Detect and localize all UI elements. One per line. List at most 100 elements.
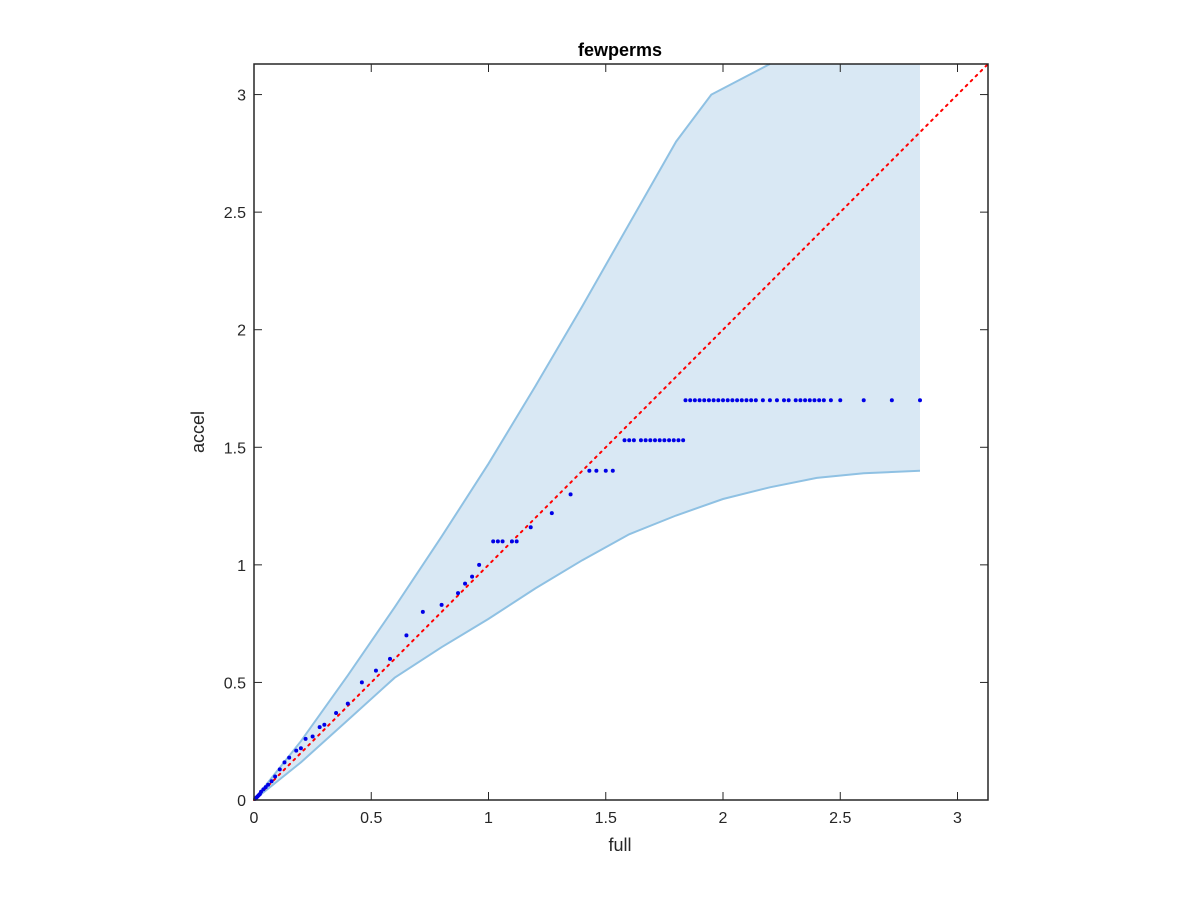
data-point: [477, 562, 482, 567]
data-point: [812, 398, 817, 403]
data-points: [253, 398, 922, 801]
y-tick-label: 0: [237, 793, 246, 810]
data-point: [917, 398, 922, 403]
data-point: [294, 748, 299, 753]
data-point: [760, 398, 765, 403]
data-point: [495, 539, 500, 544]
y-tick-label: 2: [237, 323, 246, 340]
data-point: [735, 398, 740, 403]
data-point: [861, 398, 866, 403]
plot-area: [253, 63, 989, 801]
data-point: [638, 438, 643, 443]
data-point: [568, 492, 573, 497]
data-point: [774, 398, 779, 403]
x-axis-ticks: 0 0.5 1 1.5 2 2.5 3: [250, 64, 962, 827]
data-point: [287, 755, 292, 760]
data-point: [683, 398, 688, 403]
data-point: [549, 511, 554, 516]
data-point: [273, 774, 278, 779]
data-point: [753, 398, 758, 403]
data-point: [317, 725, 322, 730]
data-point: [277, 767, 282, 772]
data-point: [716, 398, 721, 403]
data-point: [334, 710, 339, 715]
data-point: [643, 438, 648, 443]
data-point: [359, 680, 364, 685]
x-tick-label: 1: [484, 810, 493, 827]
data-point: [610, 468, 615, 473]
data-point: [725, 398, 730, 403]
data-point: [821, 398, 826, 403]
data-point: [786, 398, 791, 403]
x-tick-label: 3: [953, 810, 962, 827]
data-point: [456, 591, 461, 596]
data-point: [587, 468, 592, 473]
data-point: [500, 539, 505, 544]
data-point: [838, 398, 843, 403]
data-point: [631, 438, 636, 443]
data-point: [388, 656, 393, 661]
data-point: [739, 398, 744, 403]
data-point: [767, 398, 772, 403]
y-axis-label: accel: [188, 411, 208, 453]
data-point: [667, 438, 672, 443]
data-point: [322, 722, 327, 727]
x-tick-label: 2.5: [829, 810, 851, 827]
data-point: [692, 398, 697, 403]
data-point: [509, 539, 514, 544]
data-point: [420, 609, 425, 614]
data-point: [711, 398, 716, 403]
data-point: [706, 398, 711, 403]
data-point: [662, 438, 667, 443]
data-point: [470, 574, 475, 579]
data-point: [744, 398, 749, 403]
data-point: [671, 438, 676, 443]
axes-box: [253, 63, 989, 801]
data-point: [310, 734, 315, 739]
data-point: [889, 398, 894, 403]
y-axis-ticks: 0 0.5 1 1.5 2 2.5 3: [224, 88, 988, 810]
data-point: [657, 438, 662, 443]
data-point: [603, 468, 608, 473]
data-point: [345, 701, 350, 706]
data-point: [622, 438, 627, 443]
data-point: [793, 398, 798, 403]
data-point: [681, 438, 686, 443]
data-point: [269, 779, 274, 784]
data-point: [697, 398, 702, 403]
data-point: [298, 746, 303, 751]
data-point: [528, 525, 533, 530]
y-tick-label: 1.5: [224, 440, 246, 457]
data-point: [282, 760, 287, 765]
data-point: [702, 398, 707, 403]
data-point: [828, 398, 833, 403]
data-point: [648, 438, 653, 443]
data-point: [730, 398, 735, 403]
data-point: [404, 633, 409, 638]
y-tick-label: 2.5: [224, 205, 246, 222]
data-point: [817, 398, 822, 403]
data-point: [514, 539, 519, 544]
data-point: [653, 438, 658, 443]
x-tick-label: 2: [719, 810, 728, 827]
data-point: [594, 468, 599, 473]
data-point: [803, 398, 808, 403]
confidence-band: [254, 64, 920, 800]
data-point: [303, 736, 308, 741]
data-point: [266, 782, 271, 787]
band-lower-edge: [253, 469, 921, 801]
data-point: [463, 581, 468, 586]
data-point: [373, 668, 378, 673]
x-axis-label: full: [608, 835, 631, 855]
chart-title: fewperms: [578, 40, 662, 60]
data-point: [798, 398, 803, 403]
y-tick-label: 1: [237, 558, 246, 575]
band-upper-edge: [253, 63, 771, 801]
data-point: [781, 398, 786, 403]
data-point: [439, 602, 444, 607]
data-point: [807, 398, 812, 403]
x-tick-label: 0: [250, 810, 259, 827]
data-point: [491, 539, 496, 544]
data-point: [749, 398, 754, 403]
